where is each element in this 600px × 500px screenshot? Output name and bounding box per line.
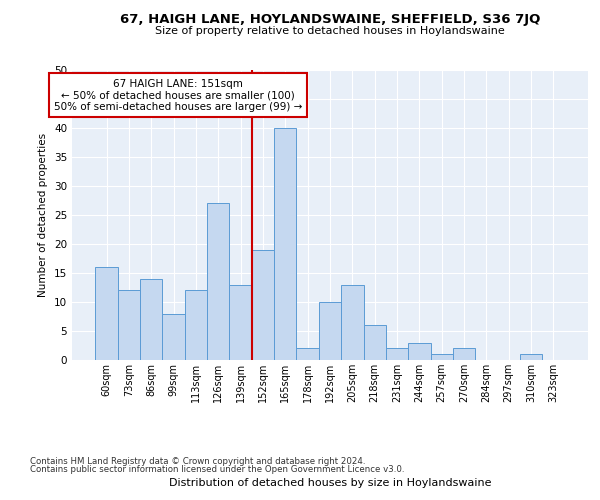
Text: 67, HAIGH LANE, HOYLANDSWAINE, SHEFFIELD, S36 7JQ: 67, HAIGH LANE, HOYLANDSWAINE, SHEFFIELD…	[120, 12, 540, 26]
Bar	[229, 284, 252, 360]
Bar	[296, 348, 319, 360]
Bar	[520, 354, 542, 360]
Bar	[408, 342, 431, 360]
Bar	[341, 284, 364, 360]
Text: 67 HAIGH LANE: 151sqm
← 50% of detached houses are smaller (100)
50% of semi-det: 67 HAIGH LANE: 151sqm ← 50% of detached …	[54, 78, 302, 112]
Bar	[163, 314, 185, 360]
Bar	[118, 290, 140, 360]
Text: Contains HM Land Registry data © Crown copyright and database right 2024.: Contains HM Land Registry data © Crown c…	[30, 457, 365, 466]
Y-axis label: Number of detached properties: Number of detached properties	[38, 133, 49, 297]
Bar	[274, 128, 296, 360]
Bar	[364, 325, 386, 360]
Bar	[386, 348, 408, 360]
Bar	[252, 250, 274, 360]
Bar	[431, 354, 453, 360]
Text: Contains public sector information licensed under the Open Government Licence v3: Contains public sector information licen…	[30, 465, 404, 474]
Bar	[319, 302, 341, 360]
Bar	[140, 279, 163, 360]
Bar	[207, 204, 229, 360]
Text: Distribution of detached houses by size in Hoylandswaine: Distribution of detached houses by size …	[169, 478, 491, 488]
Bar	[95, 267, 118, 360]
Bar	[185, 290, 207, 360]
Text: Size of property relative to detached houses in Hoylandswaine: Size of property relative to detached ho…	[155, 26, 505, 36]
Bar	[453, 348, 475, 360]
